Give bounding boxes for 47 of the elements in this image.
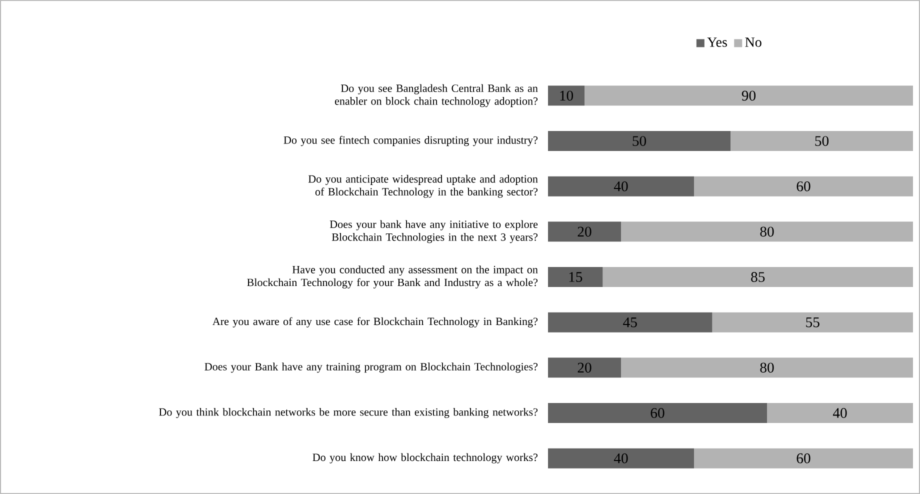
y-tick-label: Does your Bank have any training program on Blockchain Technologies? [204,362,538,373]
bar [548,448,694,468]
data-label: 50 [632,136,646,146]
data-label: 40 [832,408,847,418]
y-tick-label: Do you see Bangladesh Central Bank as an enabler on block chain technology adoption? [334,84,538,108]
data-label: 55 [806,317,820,328]
data-label: 90 [742,90,756,101]
bar [548,267,603,288]
bar [548,222,621,242]
y-tick-label: Do you see fintech companies disrupting your industry? [284,136,538,146]
bar [548,131,731,152]
data-label: 60 [796,453,810,464]
y-tick-label: Do you anticipate widespread uptake and adoption of Blockchain Technology in the banking sector? [308,174,538,198]
bar [694,176,913,196]
legend-label: Yes [707,38,727,47]
bar [548,86,584,106]
data-label: 85 [751,272,765,282]
bar [621,222,913,242]
data-label: 60 [796,181,810,192]
bar [712,312,913,332]
bar [621,358,913,378]
bar [548,312,712,332]
data-label: 50 [815,136,829,146]
data-label: 20 [578,362,592,373]
bar [694,448,913,468]
data-label: 20 [578,226,592,237]
bar [730,131,913,152]
data-label: 45 [623,317,637,328]
bar [548,403,768,424]
bar [548,358,621,378]
data-label: 60 [650,408,664,418]
y-tick-label: Have you conducted any assessment on the impact on Blockchain Technology for your Bank and Industry as a whole? [247,266,538,288]
bar [602,267,913,288]
bar [767,403,913,424]
y-tick-label: Do you think blockchain networks be more secure than existing banking networks? [159,408,538,418]
y-tick-label: Does your bank have any initiative to explore Blockchain Technologies in the next 3 years? [330,220,538,244]
y-tick-label: Are you aware of any use case for Blockchain Technology in Banking? [212,317,538,328]
data-label: 40 [614,181,628,192]
y-tick-label: Do you know how blockchain technology works? [312,453,538,464]
bar [584,86,913,106]
data-label: 80 [760,362,774,373]
data-label: 40 [614,453,628,464]
data-label: 15 [569,272,582,282]
data-label: 80 [760,226,774,237]
legend-label: No [745,38,762,47]
data-label: 10 [560,90,574,101]
bar [548,176,694,196]
